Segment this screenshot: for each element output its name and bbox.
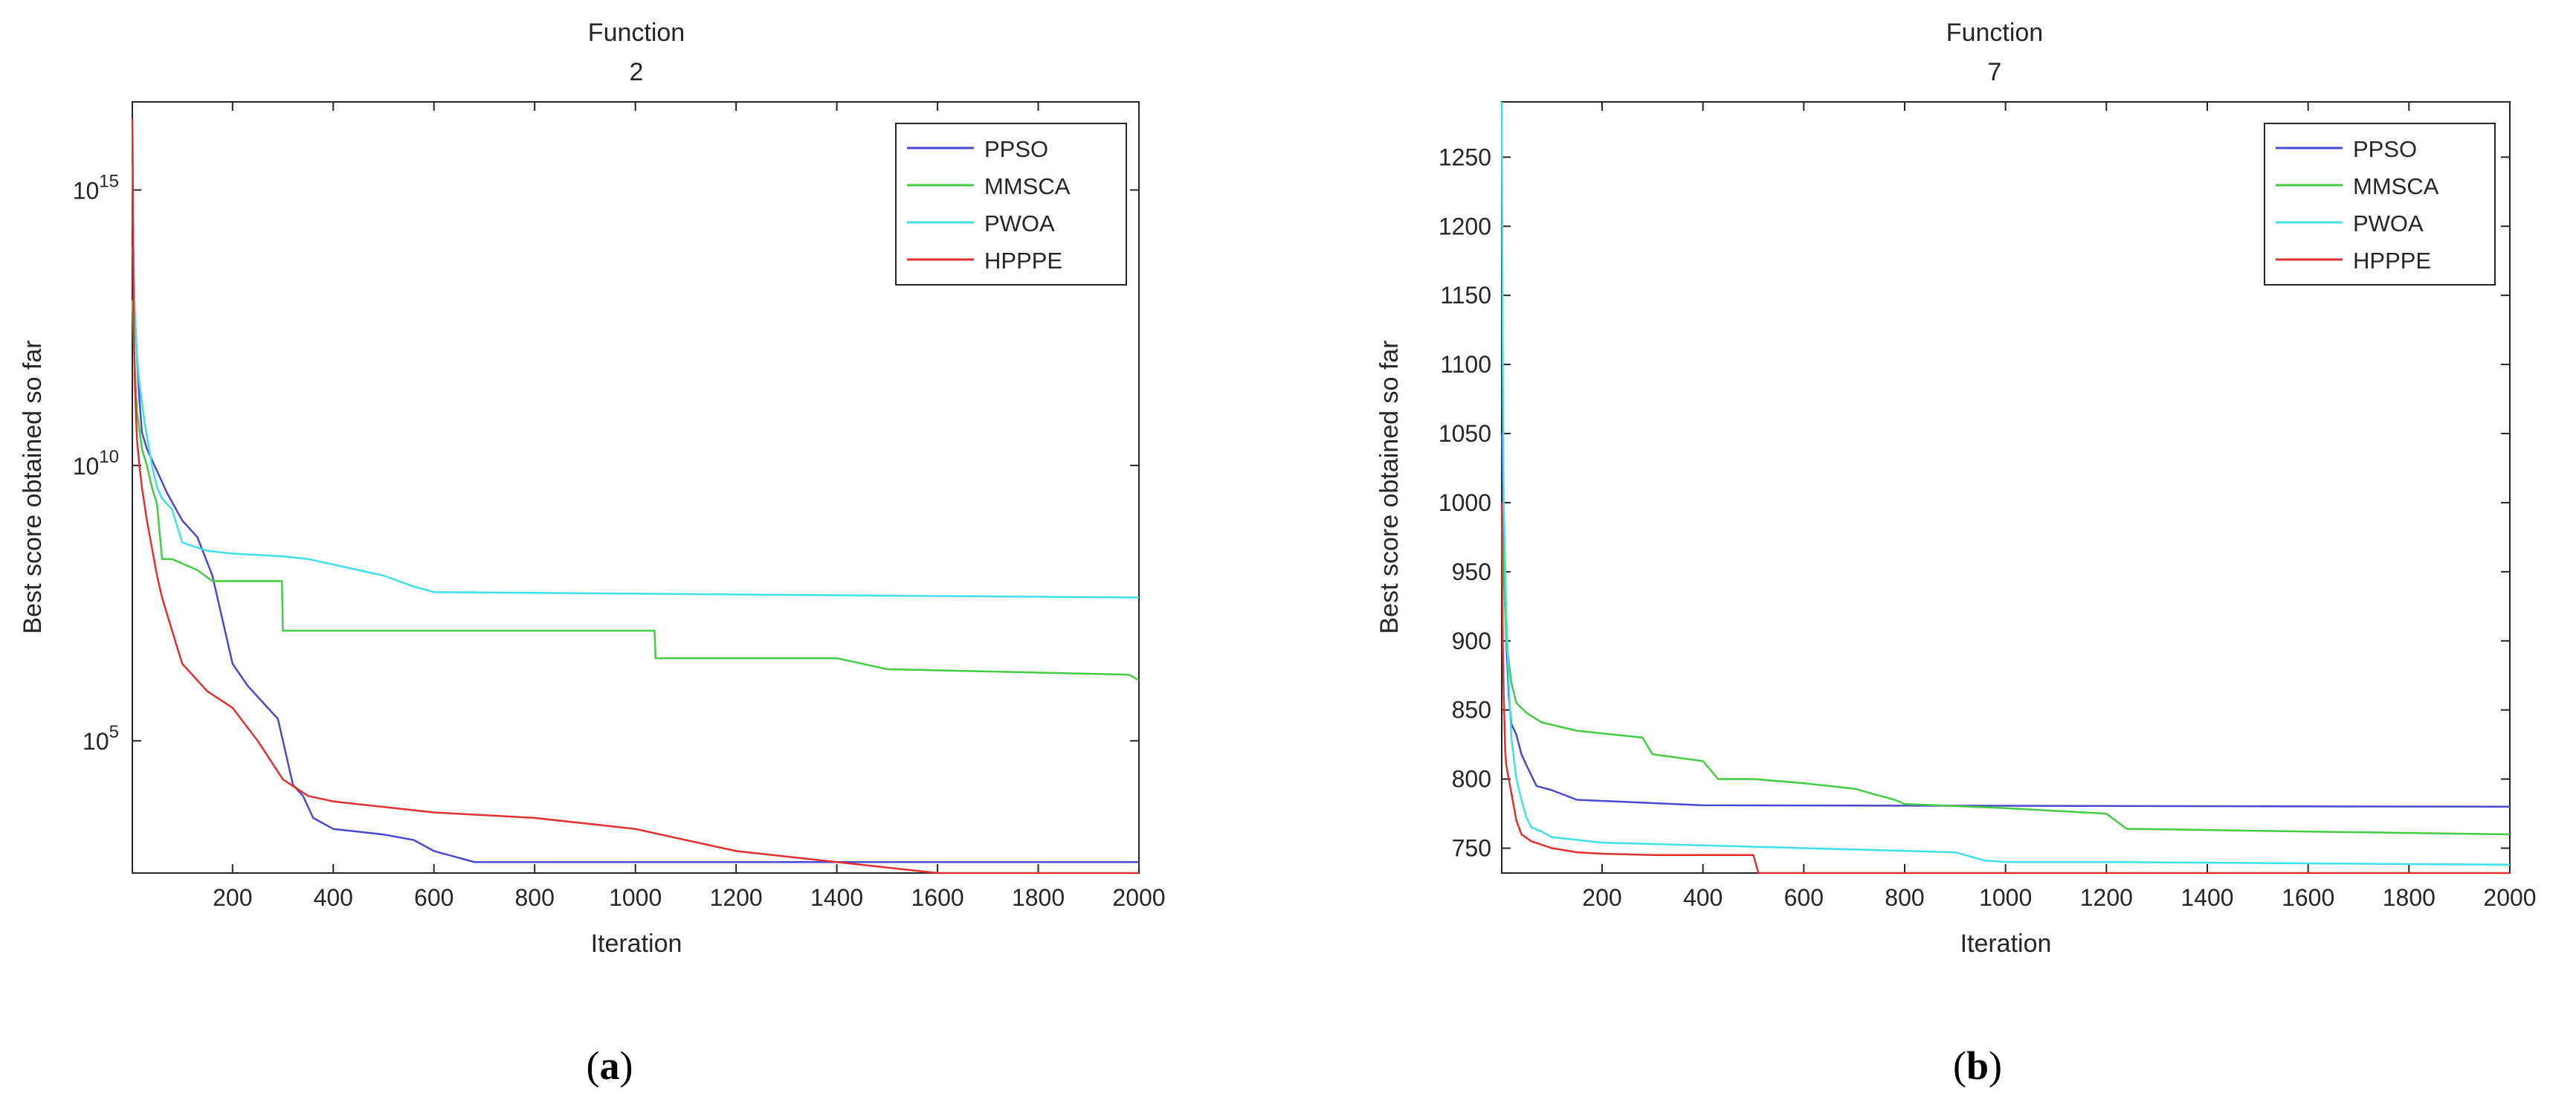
chart-a-legend-label-ppso: PPSO	[984, 136, 1048, 162]
chart-b-legend-label-hpppe: HPPPE	[2353, 248, 2431, 274]
chart-a-y-tick-label: 1010	[73, 447, 119, 480]
chart-b-x-axis-label: Iteration	[1960, 930, 2052, 958]
chart-panel-a: Function 2 200 400 600 800 1000 1200 1400 1600 1…	[19, 19, 1166, 1088]
chart-b-series-line-mmsca	[1500, 516, 2511, 836]
chart-a-x-ticks: 200 400 600 800 1000 1200 1400 1600 1800 2000	[213, 102, 1166, 911]
chart-a-x-tick-label: 600	[414, 884, 453, 911]
chart-b-series-line-pwoa	[1500, 101, 2511, 866]
chart-b-title-line1: Function	[1946, 19, 2043, 47]
chart-b-y-tick-label: 1050	[1439, 420, 1491, 447]
chart-b-y-tick-label: 1100	[1440, 351, 1491, 378]
chart-b-y-tick-label: 750	[1452, 835, 1491, 862]
chart-b-series-line-hpppe	[1500, 502, 2510, 875]
chart-b-x-tick-label: 600	[1784, 884, 1824, 911]
chart-a-title-line2: 2	[630, 58, 644, 86]
chart-a-series-line-mmsca	[131, 300, 1140, 681]
chart-a-legend-label-pwoa: PWOA	[984, 210, 1055, 236]
chart-b-y-tick-label: 1000	[1439, 489, 1491, 516]
chart-b-y-tick-label: 1200	[1439, 213, 1491, 239]
chart-b-y-tick-label: 800	[1452, 766, 1491, 793]
chart-a-title-line1: Function	[588, 19, 685, 47]
chart-a-series-lines	[131, 118, 1140, 875]
chart-b-legend-label-ppso: PPSO	[2353, 136, 2417, 162]
chart-b-y-ticks: 750 800 850 900 950 1000 1050 1100 1150 1200 1250	[1439, 144, 2510, 862]
chart-b-x-tick-label: 800	[1885, 884, 1924, 911]
chart-a-x-tick-label: 1000	[609, 884, 662, 911]
chart-a-y-tick-label: 1015	[73, 172, 119, 205]
chart-b-y-tick-label: 1150	[1440, 282, 1491, 309]
chart-b-x-tick-label: 1800	[2383, 884, 2435, 911]
chart-b-x-tick-label: 1400	[2180, 884, 2233, 911]
chart-a-legend-box	[895, 123, 1127, 286]
chart-b-y-tick-label: 950	[1452, 558, 1491, 585]
chart-b-y-axis-label: Best score obtained so far	[1375, 340, 1404, 634]
chart-a-x-tick-label: 2000	[1112, 884, 1165, 911]
chart-a-legend-label-mmsca: MMSCA	[984, 173, 1071, 199]
chart-b-x-tick-label: 400	[1683, 884, 1723, 911]
chart-b-x-tick-label: 2000	[2483, 884, 2536, 911]
chart-a-x-tick-label: 1800	[1012, 884, 1065, 911]
chart-b-y-tick-label: 1250	[1439, 144, 1491, 170]
chart-a-x-tick-label: 1600	[911, 884, 963, 911]
chart-a-x-tick-label: 1200	[710, 884, 763, 911]
chart-b-legend: PPSO MMSCA PWOA HPPPE	[2264, 123, 2496, 286]
chart-a-y-ticks: 105 1010 1015	[73, 172, 1139, 755]
chart-b-legend-label-mmsca: MMSCA	[2353, 173, 2439, 199]
chart-a-y-tick-label: 105	[83, 722, 119, 755]
chart-panel-b: Function 7 200 400 600 800 1000 1200 1400 1600 1…	[1375, 19, 2537, 1088]
chart-a-series-line-hpppe	[131, 118, 1139, 875]
chart-a-caption: (a)	[587, 1043, 633, 1088]
chart-a-x-tick-label: 800	[514, 884, 554, 911]
chart-b-y-tick-label: 900	[1452, 628, 1491, 654]
chart-b-legend-label-pwoa: PWOA	[2353, 210, 2424, 236]
chart-b-legend-box	[2264, 123, 2496, 286]
chart-a-x-tick-label: 1400	[810, 884, 863, 911]
chart-a-y-axis-label: Best score obtained so far	[19, 340, 47, 634]
chart-b-x-tick-label: 1200	[2080, 884, 2133, 911]
chart-b-title-line2: 7	[1988, 58, 2002, 86]
chart-b-series-lines	[1500, 101, 2511, 875]
chart-b-caption: (b)	[1953, 1043, 2002, 1088]
chart-b-x-tick-label: 1000	[1979, 884, 2032, 911]
chart-b-x-tick-label: 1600	[2282, 884, 2334, 911]
chart-a-legend-label-hpppe: HPPPE	[984, 248, 1062, 274]
chart-b-x-ticks: 200 400 600 800 1000 1200 1400 1600 1800 2000	[1582, 102, 2537, 911]
chart-a-series-line-pwoa	[131, 162, 1140, 599]
chart-a-x-axis-label: Iteration	[591, 930, 682, 958]
chart-a-x-tick-label: 400	[314, 884, 353, 911]
chart-b-y-tick-label: 850	[1452, 697, 1491, 724]
chart-a-series-line-ppso	[131, 245, 1139, 863]
chart-a-legend: PPSO MMSCA PWOA HPPPE	[895, 123, 1127, 286]
chart-a-x-tick-label: 200	[213, 884, 252, 911]
chart-b-x-tick-label: 200	[1582, 884, 1621, 911]
